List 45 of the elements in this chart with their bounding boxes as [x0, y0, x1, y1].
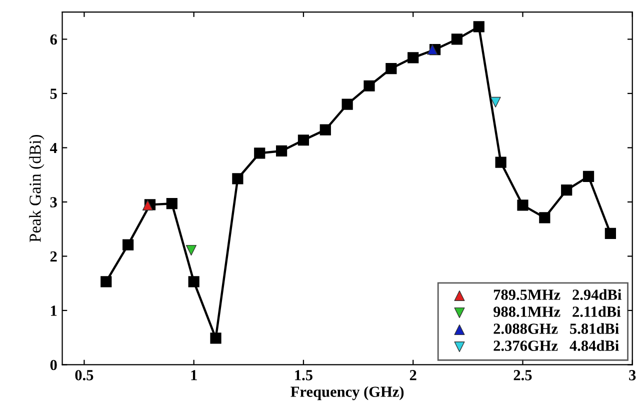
x-tick-label: 1.5 [295, 370, 312, 380]
x-tick-label: 2.5 [514, 370, 532, 380]
point [490, 96, 501, 108]
y-tick-label: 1 [51, 306, 57, 316]
point [539, 212, 550, 224]
point [386, 62, 397, 74]
point [276, 145, 288, 157]
x-axis-title: Frequency (GHz) [290, 386, 404, 400]
legend-label: 2.088GHz 5.81dBi [494, 323, 619, 334]
y-tick-label: 6 [50, 34, 57, 45]
point [517, 200, 528, 211]
point [320, 124, 331, 136]
x-tick-label: 2 [410, 370, 416, 380]
y-tick-label: 2 [50, 251, 57, 262]
point [473, 21, 484, 32]
x-tick-label: 3 [629, 370, 636, 380]
point [561, 184, 572, 196]
y-tick-label: 4 [50, 142, 58, 154]
legend-label: 789.5MHz 2.94dBi [494, 289, 622, 300]
x-tick-label: 1 [191, 370, 197, 380]
point [298, 134, 310, 146]
point [232, 173, 244, 184]
point [408, 52, 419, 64]
x-tick-label: 0.5 [75, 370, 94, 380]
y-tick-label: 3 [50, 197, 57, 208]
y-tick-label: 0 [50, 360, 57, 370]
legend-label: 988.1MHz 2.11dBi [494, 306, 621, 317]
point [166, 198, 178, 210]
point [604, 228, 616, 239]
point [495, 156, 506, 168]
point [364, 80, 375, 92]
point [186, 244, 196, 256]
point [188, 276, 200, 288]
point [254, 148, 266, 159]
point [582, 170, 594, 182]
point [427, 44, 438, 55]
legend-label: 2.376GHz 4.84dBi [494, 340, 619, 351]
point [451, 34, 463, 45]
point [142, 200, 153, 210]
point [210, 332, 222, 344]
y-axis-title: Peak Gain (dBi) [29, 134, 44, 242]
point [100, 276, 112, 288]
point [342, 98, 353, 110]
point [122, 239, 134, 250]
y-tick-label: 5 [50, 88, 57, 99]
